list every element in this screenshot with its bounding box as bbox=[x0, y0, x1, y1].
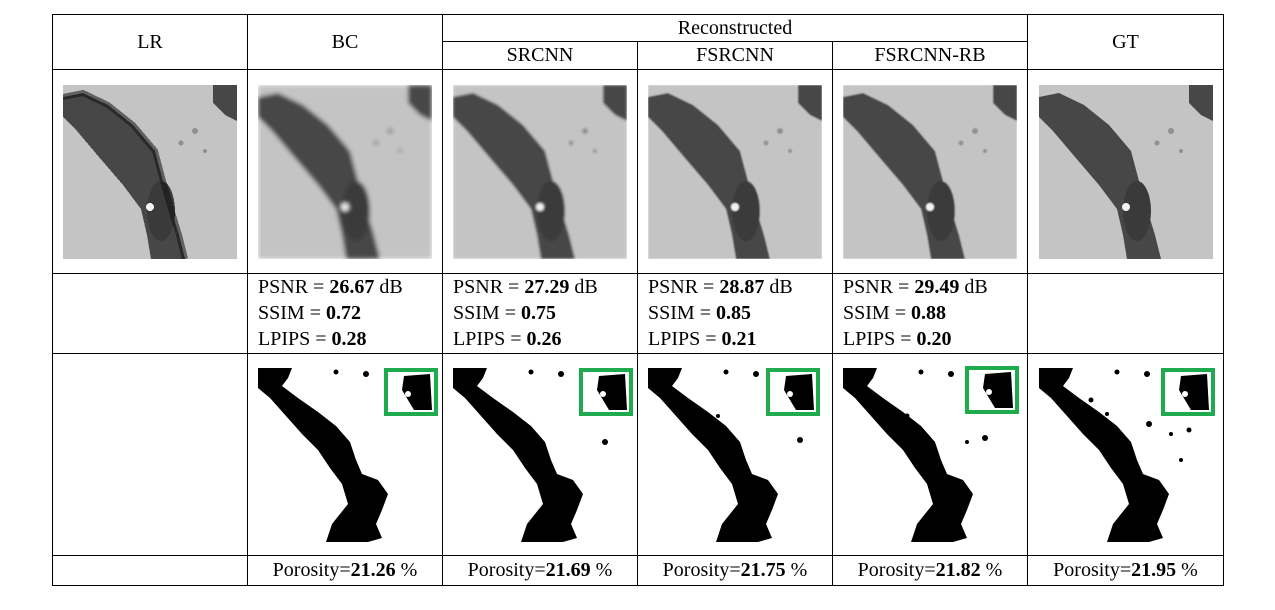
lr-image-cell bbox=[52, 69, 248, 274]
fsrcnn-rb-lpips: LPIPS = 0.20 bbox=[843, 328, 952, 350]
srcnn-seg-cell bbox=[442, 353, 638, 556]
gt-segmented-image bbox=[1038, 367, 1215, 542]
lr-seg-empty bbox=[52, 353, 248, 556]
fsrcnn-image-cell bbox=[637, 69, 833, 274]
fsrcnn-rb-psnr: PSNR = 29.49 dB bbox=[843, 276, 988, 298]
col-header-fsrcnn: FSRCNN bbox=[637, 41, 833, 70]
fsrcnn-rb-segmented-image bbox=[843, 365, 1019, 542]
srcnn-zoom-inset bbox=[581, 369, 631, 414]
fsrcnn-seg-cell bbox=[637, 353, 833, 556]
srcnn-ssim: SSIM = 0.75 bbox=[453, 302, 556, 324]
col-header-srcnn: SRCNN bbox=[442, 41, 638, 70]
fsrcnn-porosity: Porosity=21.75 % bbox=[637, 555, 833, 586]
bc-lpips: LPIPS = 0.28 bbox=[258, 328, 367, 350]
srcnn-image-cell bbox=[442, 69, 638, 274]
srcnn-micro-image bbox=[453, 84, 627, 259]
srcnn-highlight-box bbox=[579, 367, 633, 416]
bc-segmented-image bbox=[258, 367, 438, 542]
fsrcnn-zoom-inset bbox=[768, 369, 818, 414]
srcnn-porosity: Porosity=21.69 % bbox=[442, 555, 638, 586]
fsrcnn-rb-ssim: SSIM = 0.88 bbox=[843, 302, 946, 324]
bc-highlight-box bbox=[384, 367, 438, 416]
fsrcnn-highlight-box bbox=[766, 367, 820, 416]
bc-micro-image bbox=[258, 84, 432, 259]
bc-seg-cell bbox=[247, 353, 443, 556]
bc-ssim: SSIM = 0.72 bbox=[258, 302, 361, 324]
col-header-lr: LR bbox=[52, 14, 248, 70]
gt-metrics-empty bbox=[1027, 273, 1224, 354]
figure-comparison-table: LR BC Reconstructed GT SRCNN FSRCNN FSRC… bbox=[52, 14, 1224, 586]
fsrcnn-lpips: LPIPS = 0.21 bbox=[648, 328, 757, 350]
fsrcnn-rb-zoom-inset bbox=[967, 367, 1017, 412]
fsrcnn-micro-image bbox=[648, 84, 822, 259]
bc-psnr: PSNR = 26.67 dB bbox=[258, 276, 403, 298]
fsrcnn-rb-highlight-box bbox=[965, 365, 1019, 414]
lr-metrics-empty bbox=[52, 273, 248, 354]
fsrcnn-rb-metrics: PSNR = 29.49 dB SSIM = 0.88 LPIPS = 0.20 bbox=[832, 273, 1028, 354]
gt-highlight-box bbox=[1160, 367, 1215, 416]
bc-metrics: PSNR = 26.67 dB SSIM = 0.72 LPIPS = 0.28 bbox=[247, 273, 443, 354]
srcnn-segmented-image bbox=[453, 367, 633, 542]
srcnn-metrics: PSNR = 27.29 dB SSIM = 0.75 LPIPS = 0.26 bbox=[442, 273, 638, 354]
fsrcnn-rb-porosity: Porosity=21.82 % bbox=[832, 555, 1028, 586]
col-header-fsrcnn-rb: FSRCNN-RB bbox=[832, 41, 1028, 70]
group-header-reconstructed: Reconstructed bbox=[442, 14, 1028, 42]
gt-porosity: Porosity=21.95 % bbox=[1027, 555, 1224, 586]
fsrcnn-rb-seg-cell bbox=[832, 353, 1028, 556]
bc-image-cell bbox=[247, 69, 443, 274]
bc-porosity: Porosity=21.26 % bbox=[247, 555, 443, 586]
gt-image-cell bbox=[1027, 69, 1224, 274]
fsrcnn-rb-image-cell bbox=[832, 69, 1028, 274]
fsrcnn-psnr: PSNR = 28.87 dB bbox=[648, 276, 793, 298]
fsrcnn-ssim: SSIM = 0.85 bbox=[648, 302, 751, 324]
gt-seg-cell bbox=[1027, 353, 1224, 556]
bc-zoom-inset bbox=[386, 369, 436, 414]
gt-micro-image bbox=[1038, 84, 1213, 259]
gt-zoom-inset bbox=[1162, 369, 1213, 414]
lr-micro-image bbox=[63, 84, 237, 259]
fsrcnn-segmented-image bbox=[648, 367, 822, 542]
srcnn-lpips: LPIPS = 0.26 bbox=[453, 328, 562, 350]
fsrcnn-rb-micro-image bbox=[843, 84, 1017, 259]
col-header-gt: GT bbox=[1027, 14, 1224, 70]
srcnn-psnr: PSNR = 27.29 dB bbox=[453, 276, 598, 298]
col-header-bc: BC bbox=[247, 14, 443, 70]
fsrcnn-metrics: PSNR = 28.87 dB SSIM = 0.85 LPIPS = 0.21 bbox=[637, 273, 833, 354]
lr-porosity-empty bbox=[52, 555, 248, 586]
